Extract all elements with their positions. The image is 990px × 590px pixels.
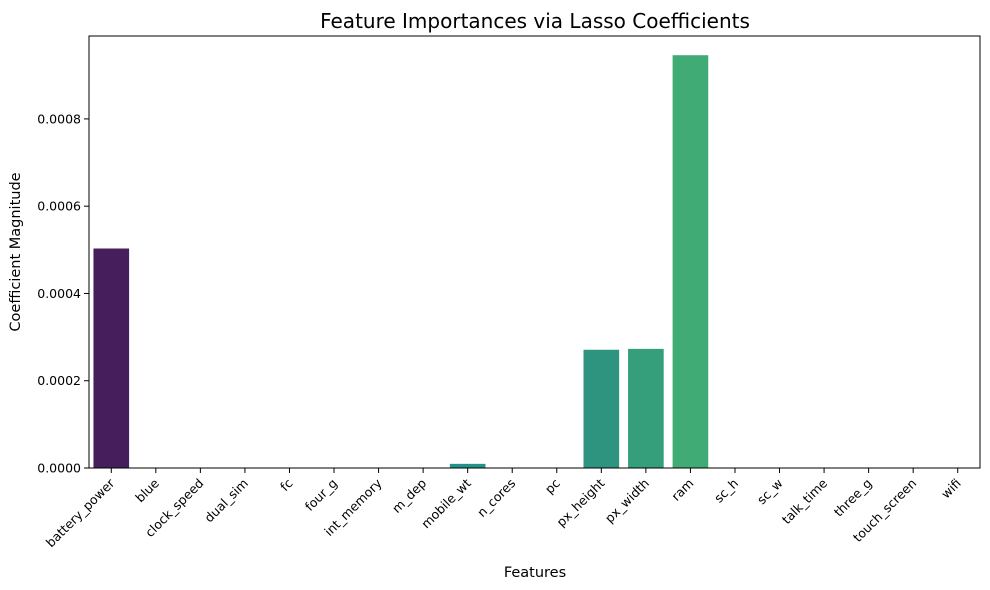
y-axis: 0.0000 0.0002 0.0004 0.0006 0.0008: [37, 111, 89, 476]
y-tick-label: 0.0006: [37, 199, 81, 214]
x-tick-label-fc: fc: [277, 475, 296, 494]
x-tick-label-px_height: px_height: [553, 475, 607, 529]
x-tick-label-dual_sim: dual_sim: [201, 476, 251, 526]
x-tick-label-three_g: three_g: [831, 476, 875, 520]
bar-mobile_wt: [449, 463, 486, 468]
x-tick-label-wifi: wifi: [938, 476, 964, 502]
x-tick-label-blue: blue: [132, 475, 162, 505]
x-tick-label-n_cores: n_cores: [474, 476, 518, 520]
y-tick-label: 0.0000: [37, 461, 81, 476]
x-axis-label: Features: [504, 565, 566, 581]
x-tick-label-ram: ram: [668, 476, 696, 504]
y-tick-label: 0.0002: [37, 373, 81, 388]
bar-px_height: [583, 349, 620, 468]
bar-battery_power: [93, 248, 130, 468]
x-tick-label-m_dep: m_dep: [389, 475, 429, 515]
x-tick-label-pc: pc: [542, 475, 563, 496]
x-tick-label-px_width: px_width: [602, 476, 652, 526]
chart-title: Feature Importances via Lasso Coefficien…: [320, 9, 750, 33]
y-tick-label: 0.0008: [37, 111, 81, 126]
x-tick-label-sc_h: sc_h: [711, 476, 741, 506]
x-tick-label-battery_power: battery_power: [43, 475, 118, 550]
plot-frame: [88, 35, 981, 469]
x-tick-label-talk_time: talk_time: [779, 475, 831, 527]
bar-ram: [672, 55, 709, 468]
x-tick-label-four_g: four_g: [302, 476, 340, 514]
bars-group: [93, 55, 709, 468]
x-tick-label-sc_w: sc_w: [754, 476, 786, 508]
bar-px_width: [628, 348, 664, 468]
y-axis-label: Coefficient Magnitude: [8, 172, 24, 331]
y-tick-label: 0.0004: [37, 286, 81, 301]
